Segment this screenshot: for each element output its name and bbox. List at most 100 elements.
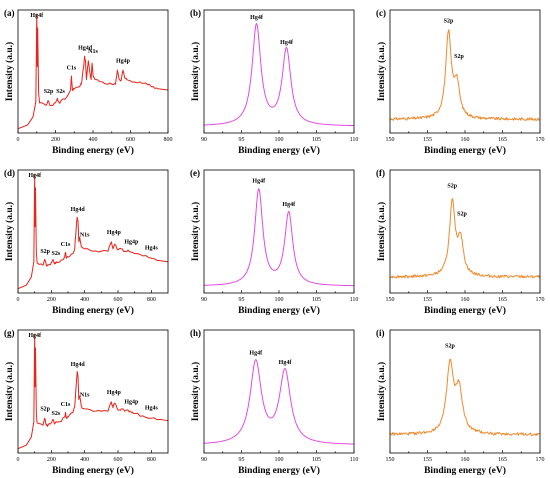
peak-label: Hg4f: [30, 13, 44, 19]
series-line: [17, 333, 169, 450]
series-line: [389, 29, 541, 121]
peak-label: Hg4f: [250, 15, 264, 21]
x-axis-title: Binding energy (eV): [238, 465, 320, 476]
panel-i: (i) 150 155 160 165 170 Binding energy (eV) Int…: [376, 328, 545, 476]
panel-label: (b): [190, 8, 201, 18]
x-tick-label: 170: [536, 137, 545, 143]
x-tick-label: 160: [461, 137, 470, 143]
peak-label: C1s: [67, 66, 77, 72]
x-tick-label: 95: [239, 137, 245, 143]
panel-label: (g): [4, 328, 15, 338]
panel-f: (f) 150 155 160 165 170 Binding energy (eV) Int…: [376, 168, 545, 316]
x-tick-label: 400: [89, 137, 98, 143]
x-axis-title: Binding energy (eV): [52, 465, 134, 476]
peak-label: S2s: [51, 251, 60, 257]
peak-label: S2p: [447, 183, 457, 189]
x-tick-label: 400: [80, 297, 89, 303]
panel-label: (c): [376, 8, 386, 18]
panel-g: (g) 0 200 400 600 800 Binding energy (eV) Inten…: [4, 328, 169, 476]
plot-frame: [203, 9, 355, 134]
plot-frame: [203, 169, 355, 294]
y-axis-title: Intensity (a.u.): [376, 42, 387, 101]
peak-label: Hg4f: [282, 202, 296, 208]
x-tick-label: 155: [423, 137, 432, 143]
peak-label: S2s: [51, 411, 60, 417]
x-tick-label: 155: [423, 457, 432, 463]
series-line: [203, 359, 355, 445]
peak-label: Hg4f: [280, 40, 294, 46]
y-axis-title: Intensity (a.u.): [190, 202, 201, 261]
peak-label: Hg4d: [71, 362, 86, 368]
panel-b: (b) 90 95 100 105 110 Binding energy (eV) Inten…: [190, 8, 358, 156]
x-tick-label: 165: [498, 137, 507, 143]
x-tick-label: 95: [239, 457, 245, 463]
x-tick-label: 800: [147, 297, 156, 303]
series-line: [389, 358, 541, 437]
peak-label: Hg4p: [124, 240, 139, 246]
series-line: [17, 13, 169, 130]
x-tick-label: 90: [201, 457, 207, 463]
peak-label: Hg4f: [249, 350, 263, 356]
panel-label: (e): [190, 168, 200, 178]
panel-d: (d) 0 200 400 600 800 Binding energy (eV) Inten…: [4, 168, 169, 316]
x-tick-label: 150: [386, 297, 395, 303]
x-tick-label: 0: [17, 457, 20, 463]
x-tick-label: 200: [51, 137, 60, 143]
x-tick-label: 165: [498, 457, 507, 463]
series-line: [203, 188, 355, 287]
peak-label: S2p: [444, 19, 454, 25]
series-line: [17, 173, 169, 290]
x-tick-label: 90: [201, 137, 207, 143]
panel-a: (a) 0 200 400 600 800 Binding energy (eV) Inten…: [4, 8, 173, 156]
peak-label: Hg4s: [145, 405, 159, 411]
peak-label: Hg4d: [71, 207, 86, 213]
peak-label: N1s: [88, 49, 98, 55]
x-tick-label: 200: [47, 297, 56, 303]
panel-label: (h): [190, 328, 201, 338]
peak-label: S2p: [44, 89, 54, 95]
x-tick-label: 600: [126, 137, 135, 143]
panel-label: (a): [4, 8, 15, 18]
x-tick-label: 200: [47, 457, 56, 463]
peak-label: Hg4f: [252, 179, 266, 185]
plot-frame: [203, 329, 355, 454]
y-axis-title: Intensity (a.u.): [190, 362, 201, 421]
series-line: [389, 198, 541, 279]
panel-c: (c) 150 155 160 165 170 Binding energy (eV) Int…: [376, 8, 545, 156]
x-tick-label: 110: [350, 297, 359, 303]
x-tick-label: 105: [312, 297, 321, 303]
peak-label: N1s: [80, 393, 90, 399]
x-tick-label: 110: [350, 457, 359, 463]
x-tick-label: 0: [17, 137, 20, 143]
peak-label: Hg4f: [28, 333, 42, 339]
y-axis-title: Intensity (a.u.): [190, 42, 201, 101]
panel-h: (h) 90 95 100 105 110 Binding energy (eV) Inten…: [190, 328, 358, 476]
x-tick-label: 150: [386, 137, 395, 143]
x-axis-title: Binding energy (eV): [52, 305, 134, 316]
x-tick-label: 95: [239, 297, 245, 303]
x-tick-label: 600: [114, 457, 123, 463]
x-tick-label: 105: [312, 457, 321, 463]
x-axis-title: Binding energy (eV): [424, 465, 506, 476]
x-tick-label: 160: [461, 457, 470, 463]
peak-label: S2p: [457, 211, 467, 217]
peak-label: C1s: [61, 242, 71, 248]
y-axis-title: Intensity (a.u.): [4, 202, 15, 261]
x-axis-title: Binding energy (eV): [238, 305, 320, 316]
x-axis-title: Binding energy (eV): [424, 305, 506, 316]
x-tick-label: 150: [386, 457, 395, 463]
peak-label: Hg4p: [116, 58, 131, 64]
panel-label: (f): [376, 168, 385, 178]
panel-label: (d): [4, 168, 15, 178]
x-tick-label: 90: [201, 297, 207, 303]
x-tick-label: 170: [536, 297, 545, 303]
panel-label: (i): [376, 328, 385, 338]
x-tick-label: 0: [17, 297, 20, 303]
peak-label: S2p: [40, 407, 50, 413]
x-tick-label: 400: [80, 457, 89, 463]
peak-label: Hg4p: [107, 230, 122, 236]
x-tick-label: 170: [536, 457, 545, 463]
peak-label: Hg4s: [145, 245, 159, 251]
x-tick-label: 100: [275, 457, 284, 463]
